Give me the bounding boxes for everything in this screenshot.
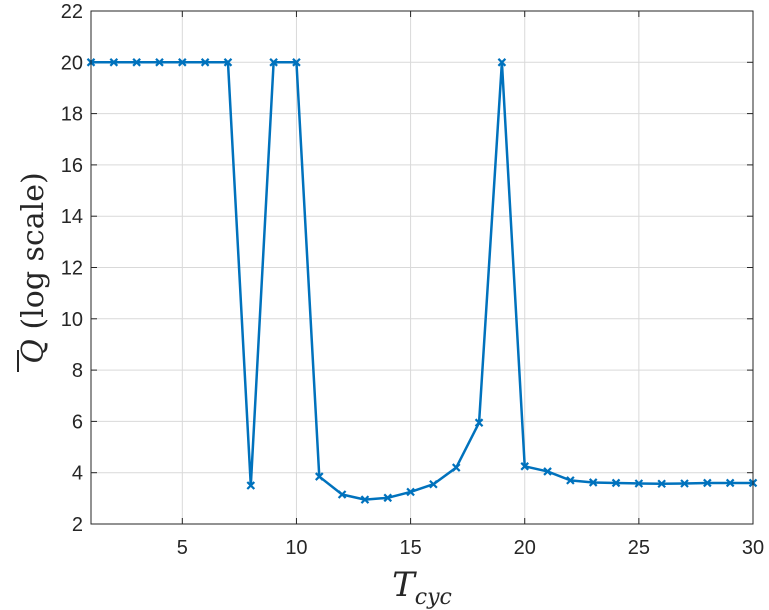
grid-lines (91, 10, 754, 525)
data-point-marker (520, 462, 530, 471)
y-tick-label: 20 (61, 52, 83, 74)
data-point-marker (429, 479, 438, 489)
data-point-marker (543, 467, 552, 476)
y-tick-label: 12 (61, 258, 83, 280)
data-point-marker (360, 495, 370, 504)
y-tick-label: 22 (61, 1, 83, 23)
data-point-marker (680, 479, 689, 488)
data-point-marker (132, 58, 141, 67)
data-point-marker (703, 478, 712, 488)
data-point-marker (611, 478, 621, 488)
x-tick-label: 30 (742, 537, 764, 559)
data-point-marker (314, 472, 324, 481)
x-tick-label: 25 (628, 537, 650, 559)
data-point-marker (588, 478, 598, 487)
tick-labels: 5 10 15 20 25 30 2 4 6 8 10 12 14 16 18 20 22 (61, 1, 764, 559)
data-point-marker (566, 476, 575, 485)
x-tick-label: 10 (285, 537, 307, 559)
data-point-marker (337, 490, 347, 499)
y-tick-label: 2 (72, 514, 83, 536)
y-tick-label: 10 (61, 309, 83, 331)
y-tick-label: 18 (61, 104, 83, 126)
data-point-marker (406, 487, 415, 497)
y-axis-label-suffix: (log scale) (16, 172, 51, 339)
data-point-marker (178, 58, 187, 67)
data-point-marker (657, 479, 666, 489)
y-tick-label: 14 (61, 206, 83, 228)
data-point-marker (269, 58, 278, 67)
y-tick-label: 8 (72, 360, 83, 382)
y-axis-label: Q (log scale) (16, 172, 51, 372)
y-tick-label: 16 (61, 155, 83, 177)
x-tick-label: 20 (514, 537, 536, 559)
x-axis-label-sub: cyc (415, 585, 452, 610)
data-point-marker (292, 58, 301, 67)
data-point-marker (109, 58, 119, 67)
y-axis-label-symbol: Q (16, 339, 51, 364)
series-line (91, 61, 753, 501)
x-tick-label: 5 (177, 537, 188, 559)
data-point-marker (451, 463, 461, 472)
data-point-marker (497, 58, 507, 67)
y-tick-label: 4 (72, 463, 83, 485)
data-point-marker (474, 418, 484, 427)
data-point-marker (223, 58, 233, 67)
data-point-marker (725, 478, 735, 488)
x-tick-label: 15 (399, 537, 421, 559)
plot-frame (90, 10, 754, 525)
data-point-marker (200, 58, 210, 67)
data-point-marker (246, 481, 256, 490)
svg-text:Q (log scale): Q (log scale) (16, 172, 51, 363)
data-point-marker (634, 479, 644, 488)
x-axis-label-main: T (392, 565, 417, 605)
data-point-marker (155, 58, 164, 67)
x-axis-label: Tcyc (392, 565, 452, 610)
data-point-marker (383, 493, 393, 503)
y-tick-label: 6 (72, 411, 83, 433)
series-markers (86, 58, 758, 504)
